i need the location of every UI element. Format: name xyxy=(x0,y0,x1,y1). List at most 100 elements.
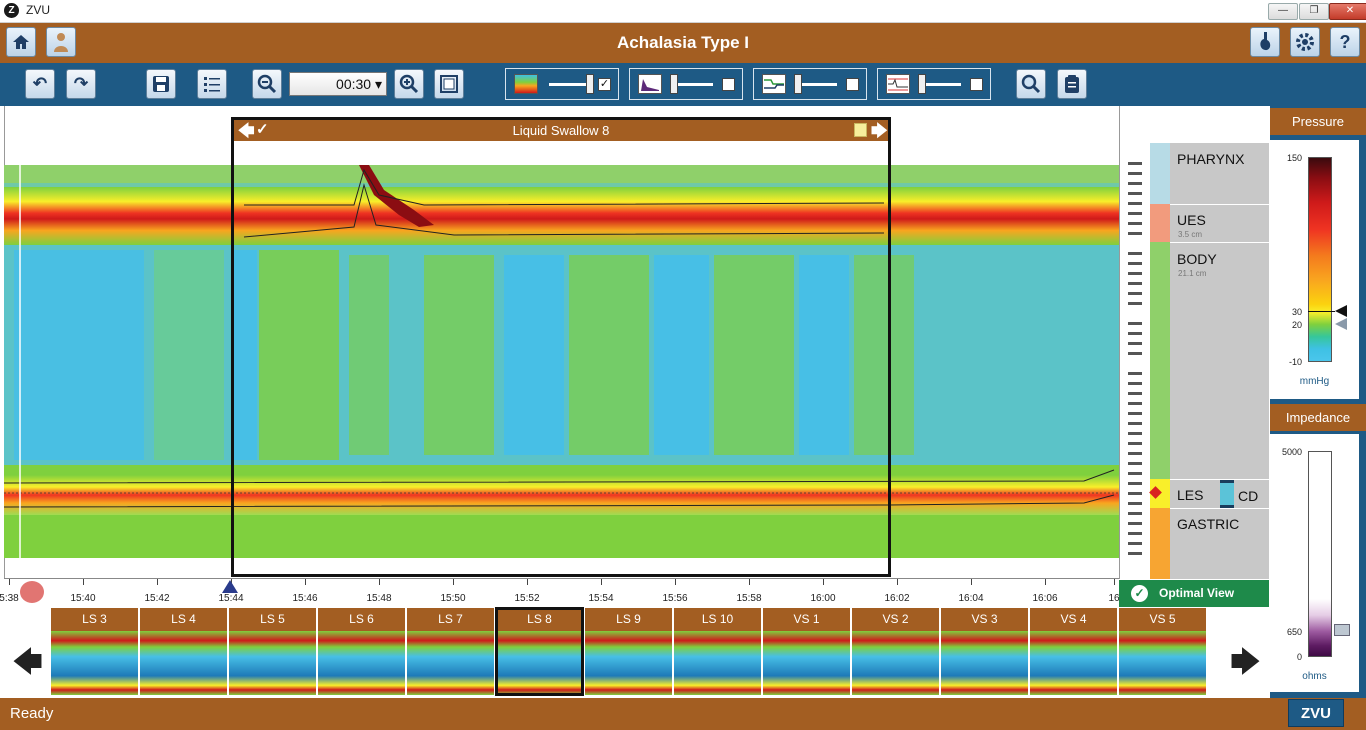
impedance-color-scale[interactable] xyxy=(1308,451,1332,657)
next-swallow-icon[interactable]: 🡆 xyxy=(871,123,888,140)
swallow-thumbnail-label: LS 6 xyxy=(318,608,405,631)
swallow-thumbnail[interactable]: LS 3 xyxy=(51,608,139,695)
gastric-label: GASTRIC xyxy=(1177,516,1240,532)
undo-button[interactable]: ↶ xyxy=(25,69,55,99)
swallow-thumbnail-label: LS 3 xyxy=(51,608,138,631)
swallow-thumbnail[interactable]: VS 3 xyxy=(941,608,1029,695)
pressure-sensor-marker xyxy=(1128,422,1142,425)
analysis-search-button[interactable] xyxy=(1016,69,1046,99)
swallow-thumbnail[interactable]: VS 4 xyxy=(1030,608,1118,695)
line-trace-slider[interactable] xyxy=(794,83,837,86)
impedance-threshold-handle-icon[interactable] xyxy=(1334,624,1350,636)
time-axis-tick xyxy=(9,579,10,585)
pressure-sensor-marker xyxy=(1128,352,1142,355)
time-axis-tick xyxy=(157,579,158,585)
gear-icon xyxy=(1296,33,1314,51)
close-window-button[interactable]: ✕ xyxy=(1329,3,1366,20)
contour-slider[interactable] xyxy=(549,83,594,86)
waveform-slider[interactable] xyxy=(918,83,961,86)
swallow-thumbnail[interactable]: VS 5 xyxy=(1119,608,1207,695)
swallow-thumbnail[interactable]: VS 2 xyxy=(852,608,940,695)
pharynx-segment[interactable] xyxy=(1170,143,1269,204)
pressure-threshold-20-handle-icon[interactable] xyxy=(1335,318,1347,330)
swallow-thumbnail-label: VS 3 xyxy=(941,608,1028,631)
swallow-selection-frame[interactable] xyxy=(231,117,891,577)
patient-button[interactable] xyxy=(46,27,76,57)
pressure-sensor-marker xyxy=(1128,502,1142,505)
restore-button[interactable]: ❐ xyxy=(1299,3,1329,20)
swallow-thumbnail[interactable]: LS 7 xyxy=(407,608,495,695)
swallow-thumbnail[interactable]: LS 10 xyxy=(674,608,762,695)
optimal-view-button[interactable]: ✓ Optimal View xyxy=(1119,580,1269,607)
contour-checkbox[interactable]: ✓ xyxy=(598,78,611,91)
time-axis-tick-label: 16:04 xyxy=(958,593,984,604)
stomach-view-button[interactable] xyxy=(1250,27,1280,57)
time-window-select[interactable]: 00:30 ▾ xyxy=(289,72,387,96)
line-trace-checkbox[interactable] xyxy=(846,78,859,91)
time-axis-tick-label: 5:38 xyxy=(0,593,19,604)
pressure-sensor-marker xyxy=(1128,172,1142,175)
swallow-accept-icon[interactable]: ✓ xyxy=(256,121,269,138)
fit-view-button[interactable] xyxy=(434,69,464,99)
page-title: Achalasia Type I xyxy=(617,33,749,52)
swallow-thumbnail[interactable]: LS 8 xyxy=(496,608,584,695)
contour-slider-thumb[interactable] xyxy=(586,74,594,94)
pressure-color-scale[interactable] xyxy=(1308,157,1332,362)
line-trace-slider-thumb[interactable] xyxy=(794,74,802,94)
waveform-slider-thumb[interactable] xyxy=(918,74,926,94)
pressure-threshold-30-handle-icon[interactable] xyxy=(1335,305,1347,317)
help-button[interactable]: ? xyxy=(1330,27,1360,57)
time-axis-tick-label: 15:40 xyxy=(70,593,96,604)
les-segment[interactable] xyxy=(1170,479,1269,508)
body-segment[interactable] xyxy=(1170,242,1269,479)
pressure-sensor-marker xyxy=(1128,322,1142,325)
histogram-slider[interactable] xyxy=(670,83,713,86)
status-bar: Ready xyxy=(0,698,1366,730)
checklist-button[interactable] xyxy=(197,69,227,99)
minimize-button[interactable]: — xyxy=(1268,3,1298,20)
swallow-thumbnail-image xyxy=(1030,631,1117,695)
pressure-sensor-marker xyxy=(1128,402,1142,405)
gastric-segment[interactable] xyxy=(1170,508,1269,579)
thumbnails-prev-arrow-icon[interactable]: 🡄 xyxy=(12,646,43,679)
patient-icon xyxy=(54,33,68,52)
histogram-group xyxy=(629,68,743,100)
swallow-thumbnail[interactable]: LS 9 xyxy=(585,608,673,695)
ues-segment[interactable] xyxy=(1170,204,1269,242)
time-axis-tick-label: 15:52 xyxy=(514,593,540,604)
pressure-sensor-marker xyxy=(1128,412,1142,415)
swallow-thumbnail-image xyxy=(51,631,138,695)
pressure-sensor-marker xyxy=(1128,232,1142,235)
zoom-out-button[interactable] xyxy=(252,69,282,99)
zvu-logo: ZVU xyxy=(1288,699,1344,727)
swallow-thumbnail[interactable]: LS 6 xyxy=(318,608,406,695)
pressure-sensor-marker xyxy=(1128,182,1142,185)
redo-button[interactable]: ↷ xyxy=(66,69,96,99)
settings-button[interactable] xyxy=(1290,27,1320,57)
thumbnails-next-arrow-icon[interactable]: 🡆 xyxy=(1230,646,1261,679)
pressure-tick-max: 150 xyxy=(1286,153,1302,163)
swallow-thumbnail[interactable]: LS 5 xyxy=(229,608,317,695)
swallow-thumbnail[interactable]: VS 1 xyxy=(763,608,851,695)
pressure-sensor-marker xyxy=(1128,492,1142,495)
impedance-tick-max: 5000 xyxy=(1281,447,1302,457)
swallow-thumbnail[interactable]: LS 4 xyxy=(140,608,228,695)
crural-diaphragm-marker-icon[interactable] xyxy=(1220,480,1234,508)
report-button[interactable] xyxy=(1057,69,1087,99)
ues-color-bar xyxy=(1150,204,1170,242)
ues-length: 3.5 cm xyxy=(1178,230,1203,239)
les-label: LES xyxy=(1177,487,1204,503)
time-cursor-marker[interactable] xyxy=(222,580,238,593)
histogram-checkbox[interactable] xyxy=(722,78,735,91)
pressure-heatmap[interactable] xyxy=(4,165,1119,558)
home-button[interactable] xyxy=(6,27,36,57)
swallow-note-icon[interactable] xyxy=(854,123,867,137)
save-button[interactable] xyxy=(146,69,176,99)
previous-swallow-icon[interactable]: 🡄 xyxy=(238,123,255,140)
recording-logo-icon xyxy=(20,581,44,603)
waveform-checkbox[interactable] xyxy=(970,78,983,91)
waveform-group xyxy=(877,68,991,100)
zoom-in-button[interactable] xyxy=(394,69,424,99)
swallow-thumbnail-label: LS 10 xyxy=(674,608,761,631)
histogram-slider-thumb[interactable] xyxy=(670,74,678,94)
